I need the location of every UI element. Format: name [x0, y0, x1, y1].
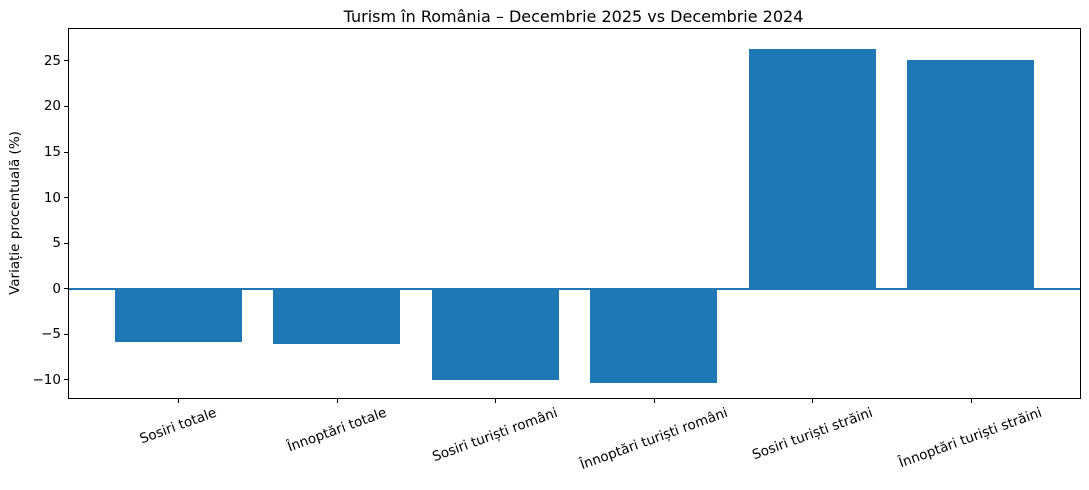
chart-title: Turism în România – Decembrie 2025 vs De…: [343, 7, 804, 26]
y-tick-mark: [64, 379, 68, 381]
x-tick-label: Sosiri turiști români: [430, 404, 560, 466]
x-tick-mark: [653, 399, 655, 403]
x-tick-label: Înnoptări turiști străini: [896, 405, 1045, 472]
y-tick-mark: [64, 105, 68, 107]
x-tick-mark: [812, 399, 814, 403]
bar: [431, 288, 559, 380]
x-tick-mark: [178, 399, 180, 403]
bar: [273, 288, 401, 345]
y-tick-mark: [64, 288, 68, 290]
bar: [590, 288, 718, 383]
bar: [907, 59, 1035, 289]
y-tick-label: −10: [32, 371, 62, 388]
y-tick-mark: [64, 242, 68, 244]
x-tick-mark: [336, 399, 338, 403]
y-tick-label: 20: [43, 98, 61, 115]
y-tick-mark: [64, 197, 68, 199]
plot-area: −10 −5 0 5 10 15 20 25 Sosiri totale Înnoptări to…: [33, 28, 1081, 473]
x-tick-mark: [970, 399, 972, 403]
x-tick-label: Înnoptări totale: [285, 404, 389, 456]
y-tick-mark: [64, 333, 68, 335]
y-tick-label: 15: [43, 144, 61, 160]
y-tick-mark: [64, 60, 68, 62]
x-tick-label: Sosiri totale: [138, 404, 220, 448]
y-tick-label: 10: [43, 189, 61, 206]
y-tick-label: 5: [52, 235, 61, 252]
x-tick-label: Înnoptări turiști români: [577, 405, 730, 474]
y-tick-label: −5: [41, 326, 61, 343]
y-tick-mark: [64, 151, 68, 153]
bar: [114, 288, 242, 342]
bar: [748, 49, 876, 289]
x-tick-label: Sosiri turiști străini: [749, 405, 875, 464]
x-tick-mark: [495, 399, 497, 403]
y-tick-label: 0: [52, 280, 61, 297]
y-tick-label: 25: [43, 52, 61, 69]
zero-line: [69, 287, 1080, 290]
